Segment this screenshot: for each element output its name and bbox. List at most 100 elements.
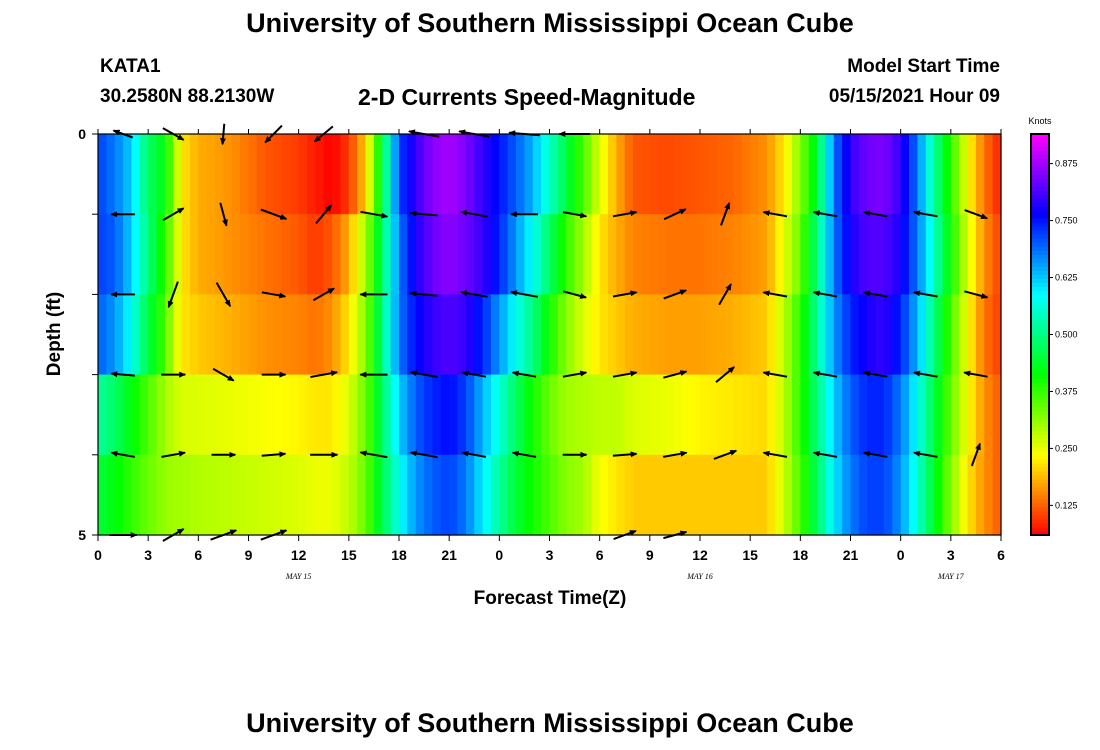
x-tick-label: 15 — [341, 547, 357, 563]
heatmap-cell — [365, 374, 375, 456]
heatmap-cell — [708, 214, 718, 295]
colorbar-swatch — [1031, 162, 1049, 167]
heatmap-cell — [457, 134, 467, 215]
heatmap-cell — [959, 214, 969, 295]
heatmap-cell — [783, 454, 793, 536]
heatmap-cell — [666, 134, 676, 215]
heatmap-cell — [206, 454, 216, 536]
colorbar-tick-label: 0.750 — [1055, 216, 1078, 226]
heatmap-cell — [858, 214, 868, 295]
colorbar-tick-label: 0.125 — [1055, 500, 1078, 510]
heatmap-cell — [725, 214, 735, 295]
heatmap-cell — [340, 214, 350, 295]
heatmap-cell — [766, 134, 776, 215]
heatmap-cell — [114, 454, 124, 536]
x-tick-label: 9 — [245, 547, 253, 563]
heatmap-cell — [708, 134, 718, 215]
heatmap-cell — [507, 134, 517, 215]
colorbar-swatch — [1031, 414, 1049, 420]
heatmap-cell — [842, 214, 852, 295]
current-arrow — [963, 370, 988, 378]
heatmap-cell — [164, 294, 174, 376]
heatmap-cell — [783, 294, 793, 376]
heatmap-cell — [482, 374, 492, 456]
heatmap-cell — [557, 134, 567, 215]
heatmap-cell — [457, 294, 467, 376]
colorbar-swatch — [1031, 302, 1049, 308]
heatmap-cell — [373, 214, 383, 295]
date-label: MAY 17 — [937, 572, 965, 581]
heatmap-cell — [189, 294, 199, 376]
colorbar-swatch — [1031, 342, 1049, 348]
colorbar-swatch — [1031, 222, 1049, 227]
current-arrow — [663, 208, 687, 221]
colorbar-swatch — [1031, 318, 1049, 324]
heatmap-cell — [215, 134, 225, 215]
heatmap-cell — [323, 214, 333, 295]
current-arrow — [762, 450, 788, 458]
heatmap-cell — [683, 134, 693, 215]
heatmap-cell — [215, 374, 225, 456]
x-tick-label: 6 — [194, 547, 202, 563]
heatmap-cell — [766, 454, 776, 536]
heatmap-cell — [340, 454, 350, 536]
heatmap-cell — [624, 454, 634, 536]
heatmap-cell — [909, 454, 918, 536]
speed-heatmap — [98, 134, 1002, 536]
heatmap-cell — [248, 214, 258, 295]
heatmap-cell — [474, 294, 484, 376]
heatmap-cell — [775, 454, 785, 536]
heatmap-cell — [415, 214, 425, 295]
current-arrow — [964, 209, 989, 220]
heatmap-cell — [240, 294, 250, 376]
heatmap-cell — [332, 134, 342, 215]
current-arrow — [215, 282, 232, 308]
current-arrow — [409, 210, 438, 217]
heatmap-cell — [750, 294, 760, 376]
x-tick-label: 0 — [495, 547, 503, 563]
heatmap-cell — [608, 374, 617, 456]
heatmap-cell — [716, 294, 726, 376]
heatmap-cell — [666, 374, 676, 456]
heatmap-cell — [633, 294, 643, 376]
heatmap-cell — [532, 134, 542, 215]
heatmap-cell — [390, 374, 400, 456]
heatmap-cell — [733, 454, 743, 536]
heatmap-cell — [315, 454, 325, 536]
heatmap-cell — [867, 134, 877, 215]
heatmap-cell — [608, 454, 617, 536]
heatmap-cell — [440, 214, 450, 295]
y-tick-label: 5 — [78, 527, 86, 543]
colorbar-swatch — [1031, 442, 1049, 448]
colorbar-swatch — [1031, 362, 1049, 368]
heatmap-cell — [582, 134, 592, 215]
x-tick-label: 21 — [843, 547, 859, 563]
heatmap-cell — [524, 374, 534, 456]
heatmap-cell — [917, 454, 927, 536]
heatmap-cell — [131, 134, 141, 215]
page-title-bottom: University of Southern Mississippi Ocean… — [246, 708, 854, 738]
heatmap-cell — [507, 294, 517, 376]
heatmap-cell — [198, 374, 208, 456]
heatmap-cell — [750, 214, 760, 295]
colorbar-swatch — [1031, 214, 1049, 219]
heatmap-cell — [106, 294, 116, 376]
current-arrow — [720, 202, 731, 226]
current-arrow — [261, 451, 287, 458]
heatmap-cell — [992, 454, 1002, 536]
heatmap-cell — [474, 134, 484, 215]
heatmap-cell — [850, 374, 860, 456]
colorbar-swatch — [1031, 478, 1049, 484]
heatmap-cell — [658, 294, 668, 376]
current-arrow — [409, 450, 438, 459]
colorbar-swatch — [1031, 202, 1049, 207]
heatmap-cell — [114, 374, 124, 456]
model-start-time: 05/15/2021 Hour 09 — [828, 86, 1000, 107]
colorbar-tick-label: 0.625 — [1055, 273, 1078, 283]
current-arrow — [409, 370, 438, 378]
heatmap-cell — [800, 134, 810, 215]
model-start-label: Model Start Time — [847, 56, 1000, 77]
heatmap-cell — [766, 374, 776, 456]
colorbar-swatch — [1031, 466, 1049, 472]
heatmap-cell — [775, 374, 785, 456]
